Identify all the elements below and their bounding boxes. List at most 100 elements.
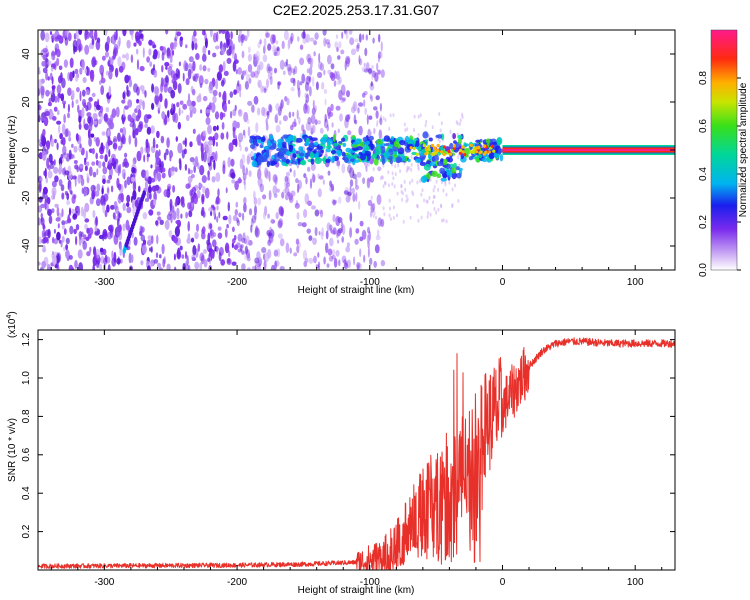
spectrogram-speckle — [442, 188, 445, 193]
spectrogram-speckle — [124, 74, 130, 84]
spectrogram-speckle — [248, 46, 251, 54]
spectrogram-speckle — [109, 58, 114, 66]
spectrogram-speckle — [243, 179, 247, 191]
spectrogram-speckle — [177, 69, 181, 79]
spectrogram-speckle — [162, 77, 168, 88]
spectrogram-speckle — [405, 168, 408, 173]
spectrogram-speckle — [60, 184, 65, 192]
signal-blob — [381, 157, 385, 165]
spectrogram-speckle — [95, 152, 98, 160]
spectrogram-speckle — [80, 231, 84, 238]
signal-blob — [464, 143, 468, 148]
spectrogram-speckle — [296, 245, 300, 254]
spectrogram-speckle — [341, 236, 345, 243]
spectrogram-speckle — [197, 133, 202, 144]
spectrogram-speckle — [192, 37, 198, 44]
spectrogram-speckle — [149, 192, 152, 200]
spectrogram-speckle — [264, 167, 269, 178]
spectrogram-speckle — [274, 260, 277, 270]
spectrogram-speckle — [349, 212, 353, 223]
spectrogram-speckle — [332, 199, 337, 206]
spectrogram-speckle — [217, 226, 222, 231]
spectrogram-speckle — [265, 32, 270, 38]
spectrogram-speckle — [159, 93, 163, 103]
spectrogram-speckle — [267, 239, 271, 245]
spectrogram-speckle — [151, 185, 157, 192]
spectrogram-speckle — [41, 134, 45, 144]
spectrogram-speckle — [367, 226, 370, 234]
spectrogram-speckle — [337, 128, 340, 134]
spectrogram-speckle — [364, 47, 368, 57]
y-tick-label: -20 — [21, 190, 32, 205]
spectrogram-speckle — [220, 259, 226, 266]
signal-hotspot — [463, 153, 467, 157]
spectrogram-speckle — [79, 143, 82, 149]
spectrogram-speckle — [53, 238, 59, 245]
spectrogram-speckle — [202, 151, 207, 163]
spectrogram-speckle — [426, 214, 429, 219]
spectrogram-speckle — [229, 110, 233, 119]
spectrogram-speckle — [237, 248, 243, 253]
spectrogram-speckle — [392, 113, 395, 118]
signal-blob — [399, 140, 406, 146]
spectrogram-speckle — [224, 242, 230, 254]
spectrogram-speckle — [155, 166, 160, 173]
spectrogram-speckle — [68, 264, 74, 270]
spectrogram-speckle — [238, 212, 242, 218]
spectrogram-speckle — [104, 51, 110, 58]
spectrogram-speckle — [361, 92, 366, 98]
spectrogram-speckle — [392, 176, 395, 181]
spectrogram-speckle — [268, 171, 271, 182]
spectrogram-speckle — [255, 265, 259, 270]
spectrogram-speckle — [215, 45, 220, 50]
spectrogram-speckle — [441, 218, 444, 223]
spectrogram-speckle — [359, 220, 364, 227]
spectrogram-speckle — [230, 172, 236, 179]
signal-blob — [330, 150, 337, 154]
spectrogram-speckle — [297, 222, 303, 227]
signal-blob — [309, 151, 314, 159]
spectrogram-y-axis: -40 -20 0 20 40 — [21, 48, 675, 253]
spectrogram-speckle — [296, 188, 300, 193]
spectrogram-speckle — [220, 46, 226, 55]
spectrogram-speckle — [192, 160, 198, 166]
spectrogram-speckle — [187, 175, 193, 183]
spectrogram-speckle — [117, 194, 122, 204]
spectrogram-speckle — [115, 30, 118, 41]
spectrogram-speckle — [358, 125, 363, 136]
spectrogram-speckle — [44, 110, 50, 117]
spectrogram-speckle — [84, 187, 88, 197]
spectrogram-speckle — [182, 103, 188, 110]
spectrogram-speckle — [187, 167, 191, 175]
spectrogram-speckle — [77, 205, 81, 216]
spectrogram-speckle — [266, 78, 269, 89]
spectrogram-speckle — [352, 193, 356, 203]
signal-hotspot — [439, 150, 444, 154]
spectrogram-speckle — [97, 160, 102, 169]
spectrogram-speckle — [425, 199, 428, 204]
signal-hotspot — [449, 152, 453, 156]
spectrogram-speckle — [160, 135, 165, 144]
spectrogram-speckle — [75, 99, 79, 104]
carrier-core — [502, 149, 675, 151]
spectrogram-speckle — [53, 106, 58, 112]
spectrogram-speckle — [130, 176, 135, 182]
spectrogram-speckle — [107, 231, 113, 240]
spectrogram-speckle — [155, 155, 159, 165]
spectrogram-speckle — [53, 159, 56, 166]
spectrogram-speckle — [231, 242, 234, 249]
spectrogram-speckle — [218, 91, 222, 98]
spectrogram-speckle — [270, 34, 275, 45]
spectrogram-speckle — [234, 104, 237, 112]
signal-blob — [429, 161, 437, 167]
spectrogram-speckle — [66, 192, 70, 201]
spectrogram-speckle — [179, 159, 182, 171]
spectrogram-speckle — [148, 209, 154, 216]
spectrogram-speckle — [207, 257, 211, 262]
spectrogram-speckle — [88, 148, 93, 154]
spectrogram-speckle — [139, 65, 145, 72]
spectrogram-speckle — [209, 223, 213, 230]
spectrogram-speckle — [61, 123, 66, 135]
spectrogram-speckle — [322, 179, 325, 185]
spectrogram-speckle — [250, 224, 253, 233]
